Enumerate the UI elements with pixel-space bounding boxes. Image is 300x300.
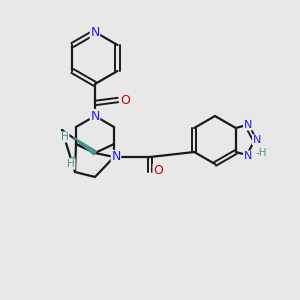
Text: H: H <box>61 132 69 142</box>
Text: H: H <box>67 159 75 169</box>
Text: N: N <box>90 110 100 122</box>
Text: N: N <box>244 151 252 161</box>
Text: N: N <box>244 120 252 130</box>
Text: -H: -H <box>255 148 266 158</box>
Text: N: N <box>253 135 261 145</box>
Text: N: N <box>111 151 121 164</box>
Text: O: O <box>153 164 163 178</box>
Text: O: O <box>120 94 130 106</box>
Text: N: N <box>90 26 100 38</box>
Polygon shape <box>73 137 96 155</box>
